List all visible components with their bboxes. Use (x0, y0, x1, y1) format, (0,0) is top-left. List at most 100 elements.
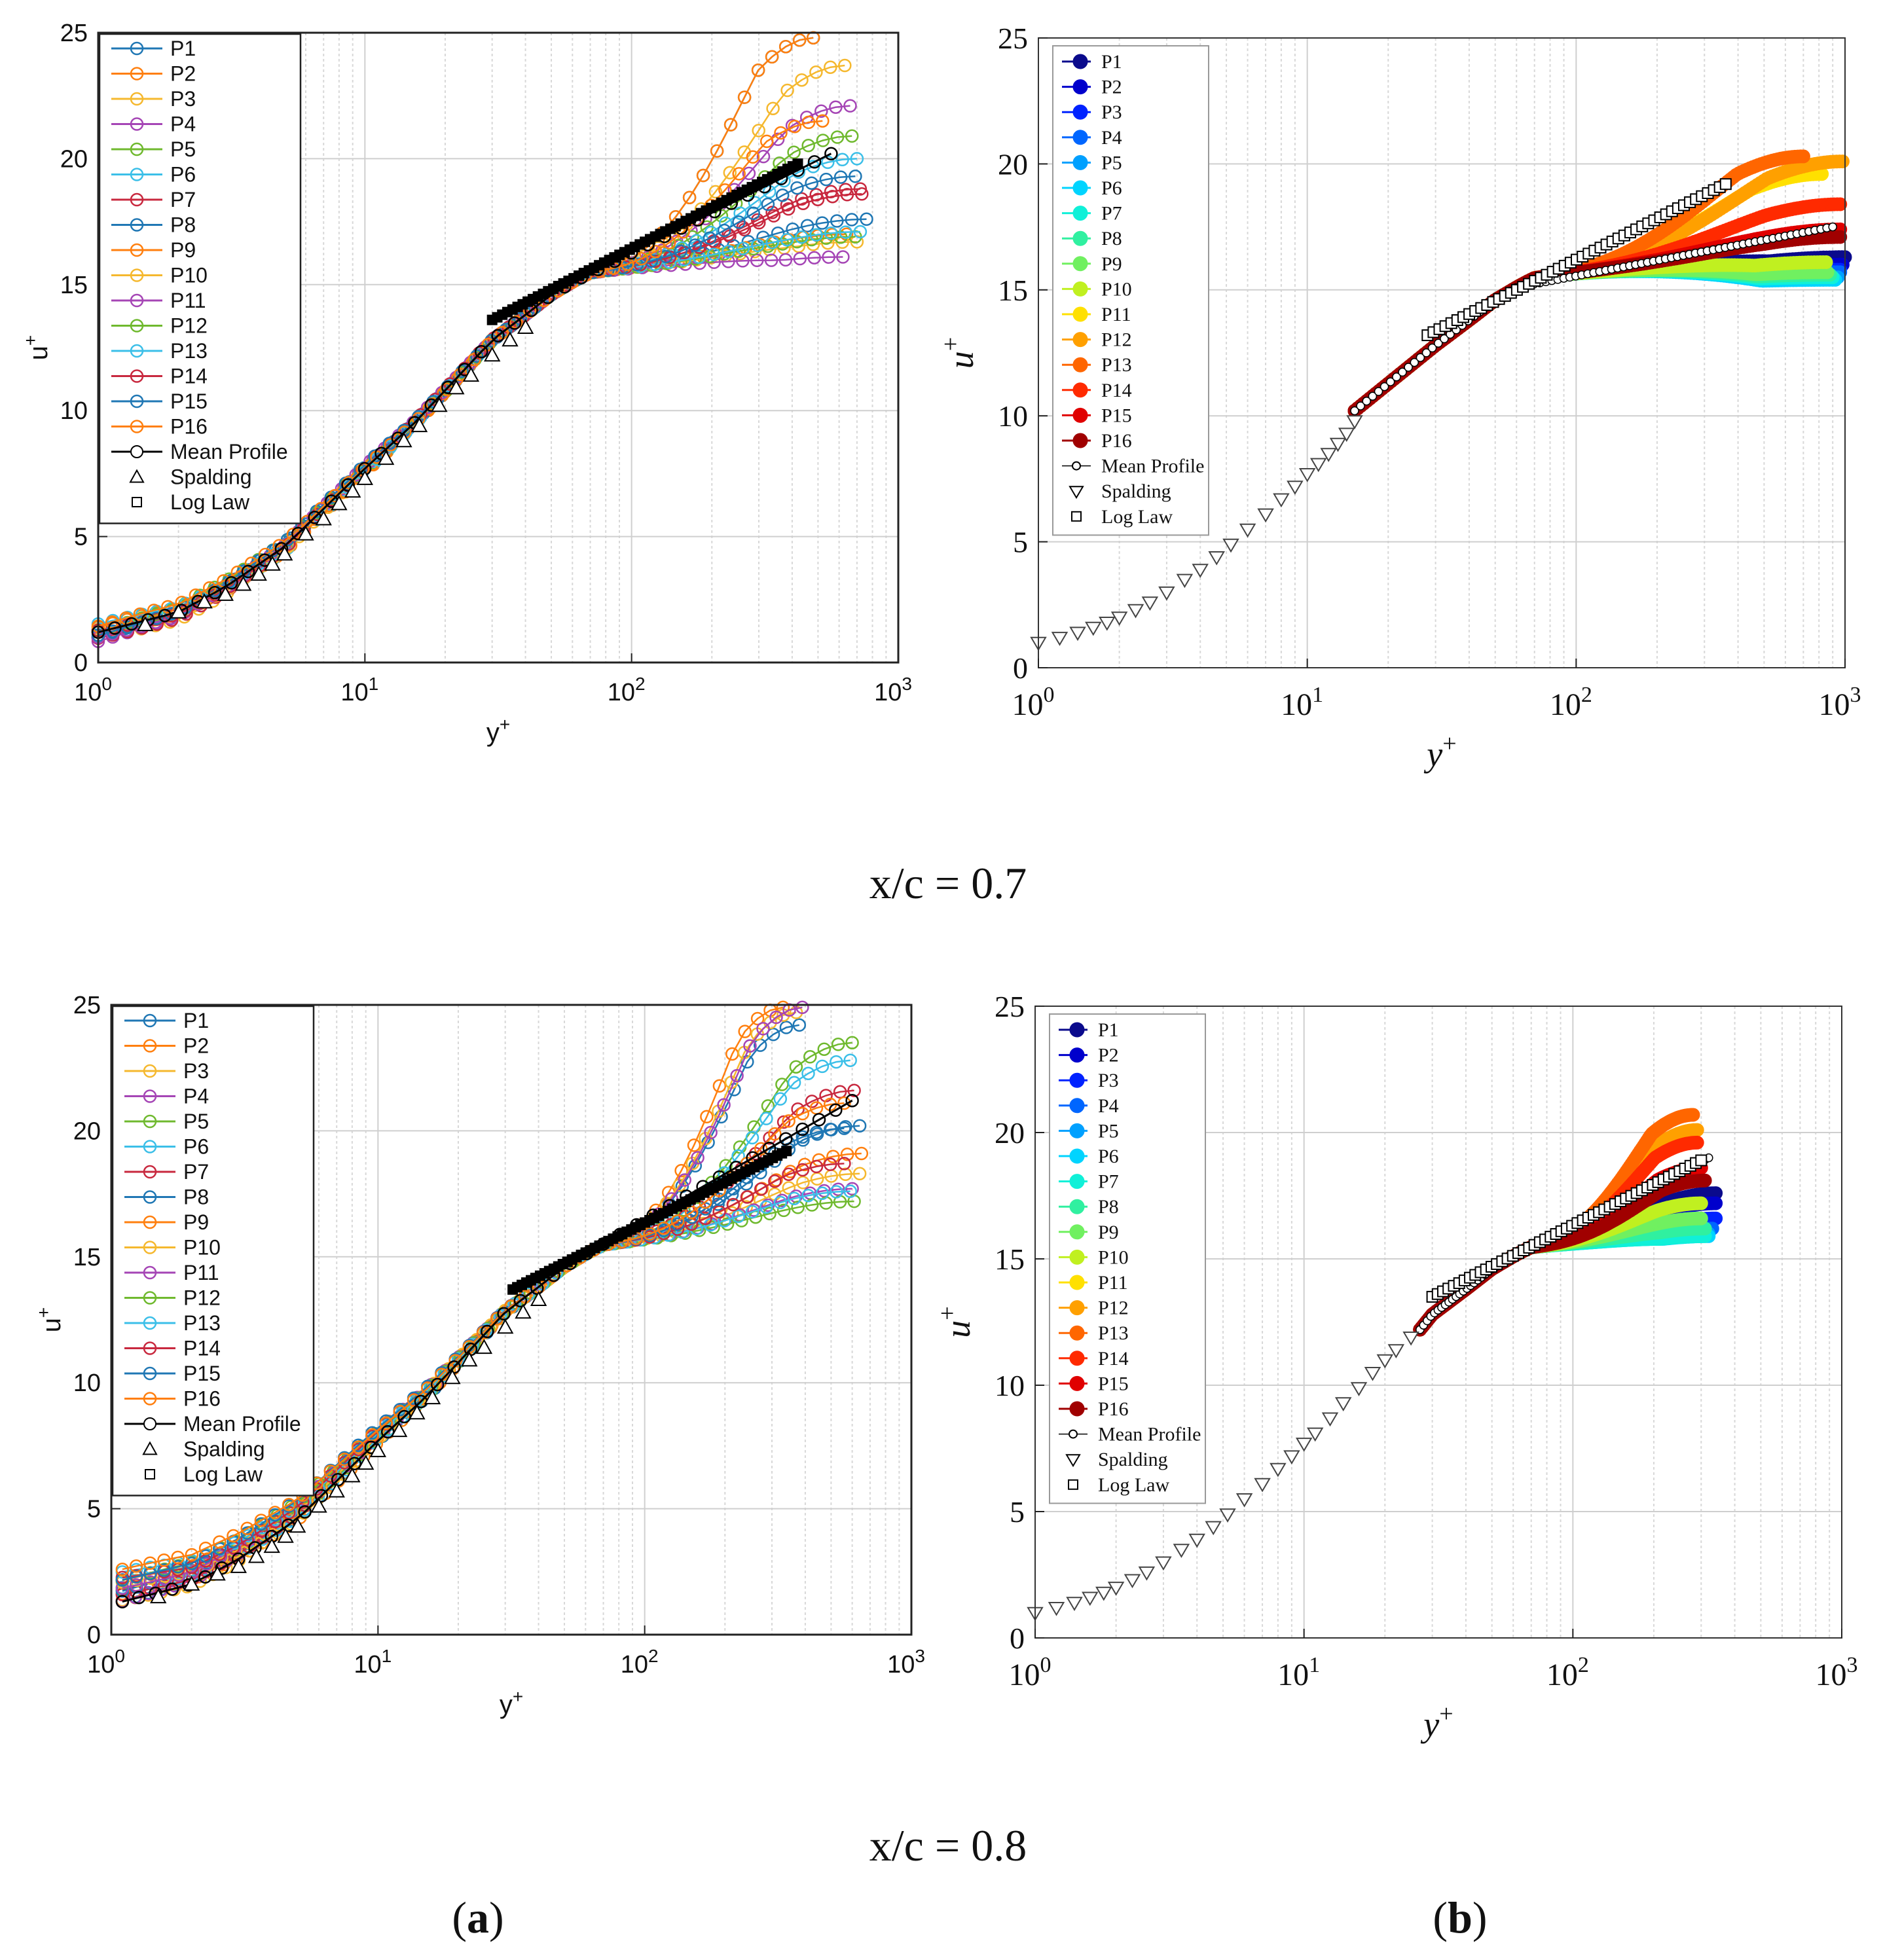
profile-marker-P12 (1835, 154, 1850, 169)
x-tick-label: 101 (340, 674, 378, 706)
y-tick-label: 15 (998, 274, 1028, 307)
profile-marker-P16 (801, 115, 816, 130)
profile-marker-P4 (829, 100, 843, 114)
legend-swatch-marker (1072, 206, 1088, 221)
y-tick-label: 5 (1013, 526, 1028, 559)
mean-profile-marker (491, 329, 505, 342)
legend-swatch-marker (130, 420, 144, 433)
profile-marker-P2 (696, 168, 710, 183)
profile-marker-P12 (746, 242, 760, 256)
profile-marker-P11 (836, 250, 850, 264)
profile-marker-P15 (703, 231, 717, 245)
profile-marker-P6 (748, 196, 762, 209)
legend-swatch-marker (1072, 281, 1088, 297)
profile-marker-P2 (765, 50, 779, 64)
profile-marker-P16 (634, 251, 648, 266)
profile-marker-P6 (850, 152, 864, 166)
profile-marker-P13 (736, 242, 750, 255)
profile-marker-P3 (809, 65, 823, 79)
mean-profile-marker (513, 1294, 528, 1308)
profile-marker-P14 (839, 183, 852, 196)
profile-marker-P13 (809, 228, 823, 242)
legend-label: Mean Profile (170, 440, 288, 463)
profile-marker-P14 (809, 188, 823, 202)
spalding-marker (395, 432, 412, 448)
profile-marker-P2 (792, 33, 807, 47)
profile-marker-P5 (845, 129, 859, 143)
spalding-marker (196, 593, 213, 609)
profile-marker-P3 (795, 73, 809, 87)
spalding-marker (356, 470, 373, 485)
profile-marker-P15 (761, 197, 775, 211)
legend-label: P7 (1101, 203, 1122, 225)
x-axis-label-main: y (1423, 735, 1442, 774)
y-tick-label: 15 (60, 272, 88, 299)
legend-swatch-marker (130, 142, 144, 156)
mean-profile-marker (331, 1473, 345, 1487)
legend-label: P1 (1101, 51, 1122, 73)
x-tick-exponent: 1 (369, 674, 379, 694)
x-tick-base: 10 (1819, 687, 1850, 722)
mean-profile-marker (298, 1505, 312, 1519)
profile-marker-P3 (766, 101, 780, 115)
legend-swatch-marker (130, 394, 144, 408)
legend-label: P4 (1101, 127, 1122, 149)
x-tick-label: 100 (74, 674, 112, 706)
spalding-marker (462, 367, 480, 382)
profile-marker-P16 (161, 600, 175, 614)
legend-label: Spalding (170, 465, 252, 489)
mean-profile-marker (824, 147, 838, 160)
profile-marker-P12 (790, 235, 804, 249)
legend-swatch-marker (130, 293, 144, 308)
profile-marker-P11 (793, 251, 807, 266)
spalding-marker (217, 586, 234, 601)
legend-label: P6 (1101, 177, 1122, 199)
mean-profile-marker (430, 1377, 445, 1392)
x-tick-base: 10 (874, 679, 902, 706)
profile-marker-P12 (805, 232, 818, 247)
mean-profile-marker (507, 316, 522, 330)
profile-marker-P16 (467, 352, 481, 367)
mean-profile-marker (795, 1122, 809, 1136)
profile-marker-P15 (849, 170, 862, 183)
profile-marker-P15 (746, 206, 760, 221)
legend-label: P15 (1101, 405, 1132, 426)
legend-label: P12 (1101, 329, 1132, 351)
x-axis-label: y+ (486, 714, 510, 747)
mean-profile-marker (314, 1489, 329, 1503)
y-axis-label: u+ (20, 335, 53, 361)
mean-profile-marker (397, 1409, 411, 1424)
profile-marker-P13 (839, 225, 852, 239)
loglaw-marker (1719, 178, 1732, 191)
profile-marker-P5 (801, 139, 815, 153)
profile-marker-P5 (830, 130, 845, 144)
legend-swatch-marker (130, 218, 144, 232)
profile-marker-P11 (807, 251, 821, 264)
legend-label: Log Law (1101, 506, 1173, 528)
legend-swatch-marker (130, 445, 143, 458)
mean-profile-marker (845, 1093, 859, 1108)
legend-label: P10 (1101, 278, 1132, 300)
legend-swatch-marker (130, 243, 144, 257)
legend-label: P5 (1101, 152, 1122, 173)
profile-marker-P11 (764, 253, 778, 267)
mean-profile-marker (464, 1342, 478, 1356)
legend-swatch-marker (129, 469, 145, 483)
profile-marker-P4 (843, 99, 857, 113)
mean-profile-marker (779, 1132, 793, 1146)
x-axis-label-sup: + (1442, 730, 1456, 757)
legend-swatch-marker (1072, 104, 1088, 120)
profile-marker-P2 (710, 144, 724, 158)
legend-swatch-marker (130, 369, 144, 383)
profile-marker-P13 (1796, 149, 1810, 164)
mean-profile-marker (108, 621, 122, 635)
legend-label: P14 (1101, 380, 1132, 401)
legend-label: P11 (1101, 304, 1131, 325)
x-tick-base: 10 (1012, 687, 1044, 722)
profile-marker-P13 (692, 250, 706, 264)
legend-label: P11 (170, 289, 206, 312)
x-tick-base: 10 (340, 679, 368, 706)
legend-swatch-marker (1072, 382, 1088, 398)
legend-swatch-marker (1072, 461, 1081, 471)
spalding-marker (137, 616, 154, 632)
